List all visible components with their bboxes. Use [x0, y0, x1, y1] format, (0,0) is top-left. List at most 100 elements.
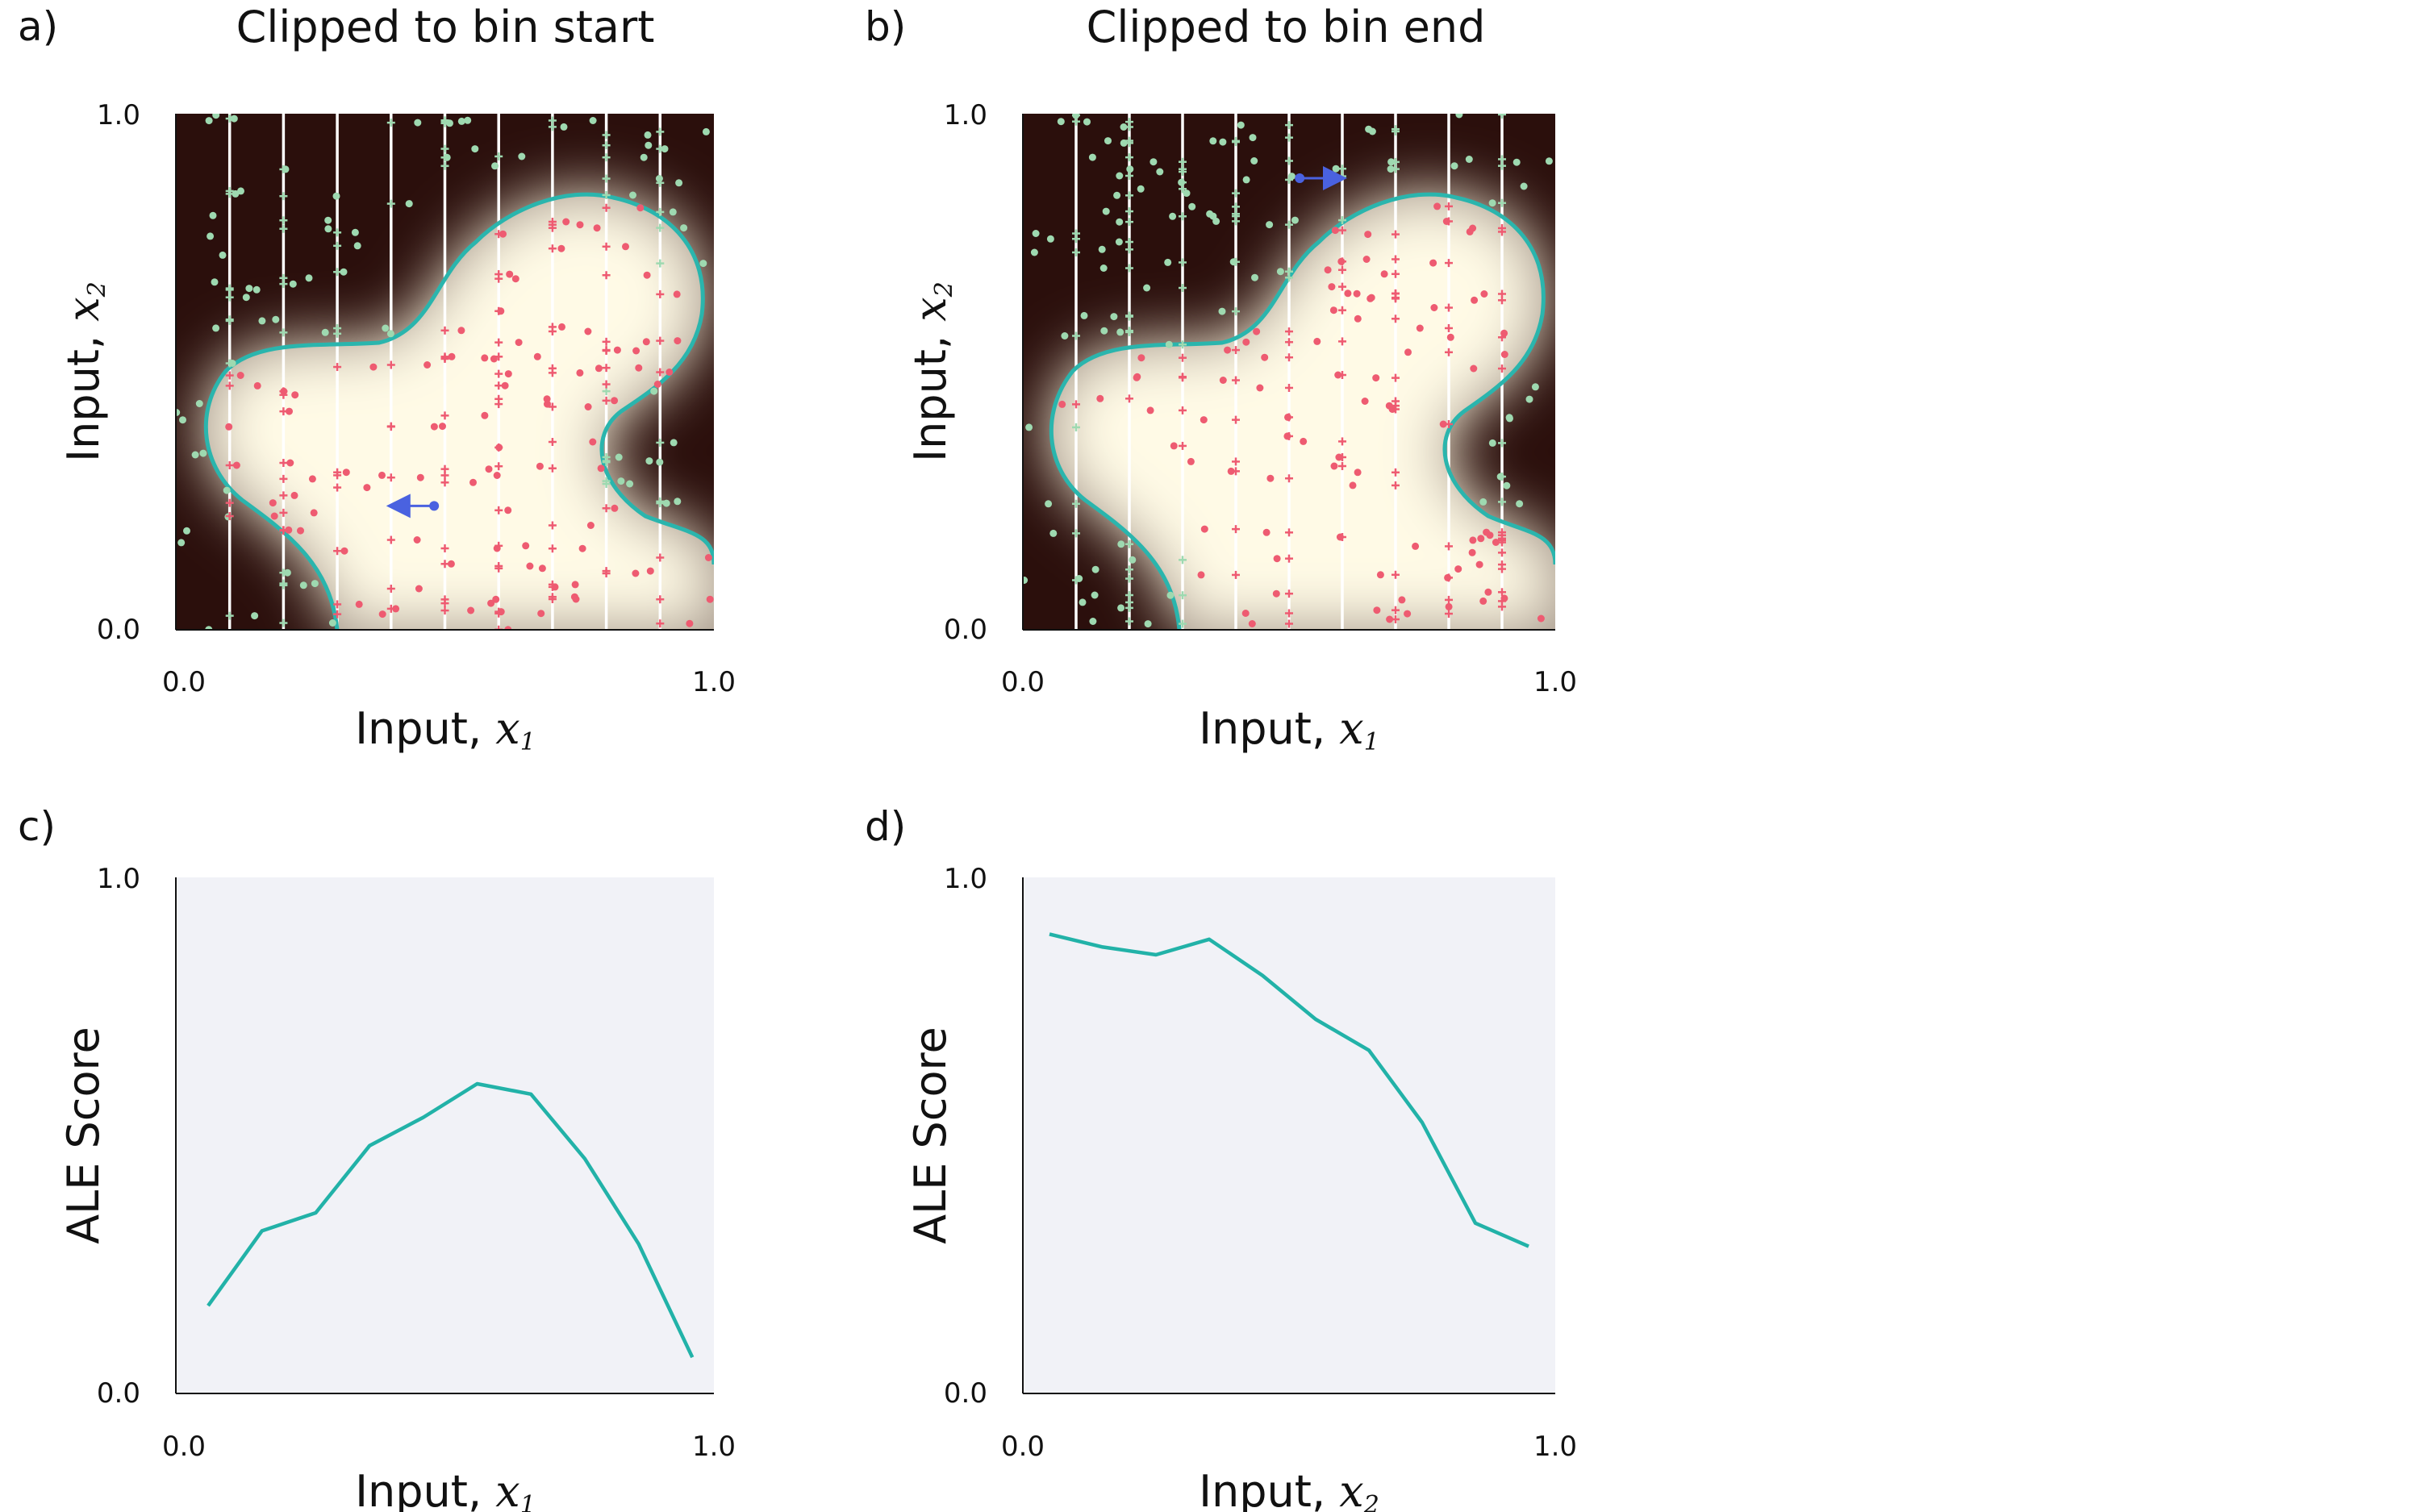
inside-point: [1433, 202, 1442, 210]
outside-point: [669, 208, 677, 216]
clipped-point-marker: [602, 364, 611, 373]
outside-point: [1100, 327, 1108, 335]
clipped-point-marker: [1445, 419, 1453, 428]
outside-point: [179, 416, 186, 424]
outside-point: [1143, 284, 1151, 292]
clipped-point-marker: [1285, 431, 1293, 440]
outside-point: [245, 285, 253, 293]
clipped-point-marker: [1232, 346, 1240, 355]
inside-point: [1328, 283, 1336, 291]
inside-point: [1197, 571, 1205, 579]
clipped-point-marker: [279, 474, 288, 483]
clipped-point-marker: [494, 443, 503, 452]
inside-point: [1248, 620, 1256, 627]
clipped-point-marker: [440, 153, 449, 162]
inside-point: [504, 506, 512, 514]
clipped-point-marker: [1285, 156, 1293, 165]
clipped-point-marker: [656, 259, 665, 268]
clipped-point-marker: [1285, 474, 1293, 483]
clipped-point-marker: [1232, 570, 1240, 579]
inside-point: [595, 364, 603, 373]
clipped-point-marker: [333, 241, 342, 250]
clipped-point-marker: [225, 371, 234, 380]
clipped-point-marker: [548, 580, 557, 589]
clipped-point-marker: [279, 508, 288, 517]
clipped-point-marker: [656, 127, 665, 136]
inside-point: [533, 352, 541, 360]
clipped-point-marker: [1125, 207, 1133, 216]
outside-point: [518, 152, 526, 160]
outside-point: [702, 127, 710, 135]
outside-point: [1144, 620, 1152, 628]
clipped-point-marker: [279, 527, 288, 535]
inside-point: [1412, 542, 1420, 550]
outside-point: [205, 117, 213, 125]
outside-point: [1387, 165, 1395, 173]
inside-point: [653, 381, 661, 388]
inside-point: [584, 327, 592, 335]
outside-point: [1503, 481, 1511, 489]
inside-point: [1261, 353, 1269, 361]
clipped-point-marker: [1392, 397, 1400, 406]
clipped-point-marker: [1125, 327, 1133, 336]
outside-point: [212, 324, 220, 332]
inside-point: [522, 542, 530, 550]
outside-point: [1368, 127, 1376, 135]
clipped-point-marker: [1125, 574, 1133, 583]
clipped-point-marker: [225, 359, 234, 368]
clipped-point-marker: [279, 192, 288, 201]
outside-point: [1525, 395, 1533, 403]
inside-point: [646, 567, 654, 575]
y-tick-bottom-c: 0.0: [97, 1377, 140, 1410]
outside-point: [223, 486, 231, 494]
inside-point: [448, 352, 456, 360]
clipped-point-marker: [1338, 226, 1346, 235]
outside-point: [414, 119, 422, 127]
outside-point: [1150, 158, 1158, 166]
clipped-point-marker: [1232, 257, 1240, 266]
clipped-point-marker: [225, 381, 234, 390]
outside-point: [183, 527, 190, 535]
clipped-point-marker: [1498, 155, 1506, 164]
inside-point: [1367, 294, 1375, 302]
clipped-point-marker: [1125, 565, 1133, 574]
clipped-point-marker: [1125, 238, 1133, 247]
inside-point: [501, 381, 509, 389]
inside-point: [576, 221, 584, 229]
outside-point: [1183, 190, 1191, 198]
inside-point: [642, 338, 650, 346]
clipped-point-marker: [1232, 217, 1240, 226]
clipped-point-marker: [656, 368, 665, 377]
inside-point: [342, 469, 350, 477]
clipped-point-marker: [602, 190, 611, 199]
outside-point: [232, 190, 240, 198]
inside-point: [506, 270, 514, 278]
clipped-point-marker: [1445, 303, 1453, 312]
inside-point: [416, 473, 424, 481]
clipped-point-marker: [1232, 457, 1240, 466]
outside-point: [1057, 118, 1065, 126]
clipped-point-marker: [1232, 415, 1240, 424]
outside-point: [1209, 137, 1217, 145]
outside-point: [351, 228, 359, 236]
inside-point: [1416, 324, 1424, 332]
inside-point: [378, 610, 386, 619]
clipped-point-marker: [1498, 114, 1506, 119]
clipped-point-marker: [279, 459, 288, 468]
clipped-point-marker: [1232, 202, 1240, 211]
clipped-point-marker: [1498, 473, 1506, 481]
inside-point: [537, 610, 545, 618]
outside-point: [1088, 153, 1096, 161]
outside-point: [237, 187, 244, 195]
inside-point: [1470, 364, 1478, 373]
outside-point: [1218, 307, 1226, 315]
inside-point: [1353, 289, 1361, 298]
inside-point: [1386, 615, 1394, 623]
clipped-point-marker: [656, 289, 665, 298]
outside-point: [661, 145, 669, 153]
clipped-point-marker: [1072, 576, 1080, 585]
y-tick-top-d: 1.0: [944, 863, 987, 895]
inside-point: [236, 372, 244, 379]
x-tick-right-a: 1.0: [692, 666, 736, 698]
clipped-point-marker: [1125, 394, 1133, 403]
